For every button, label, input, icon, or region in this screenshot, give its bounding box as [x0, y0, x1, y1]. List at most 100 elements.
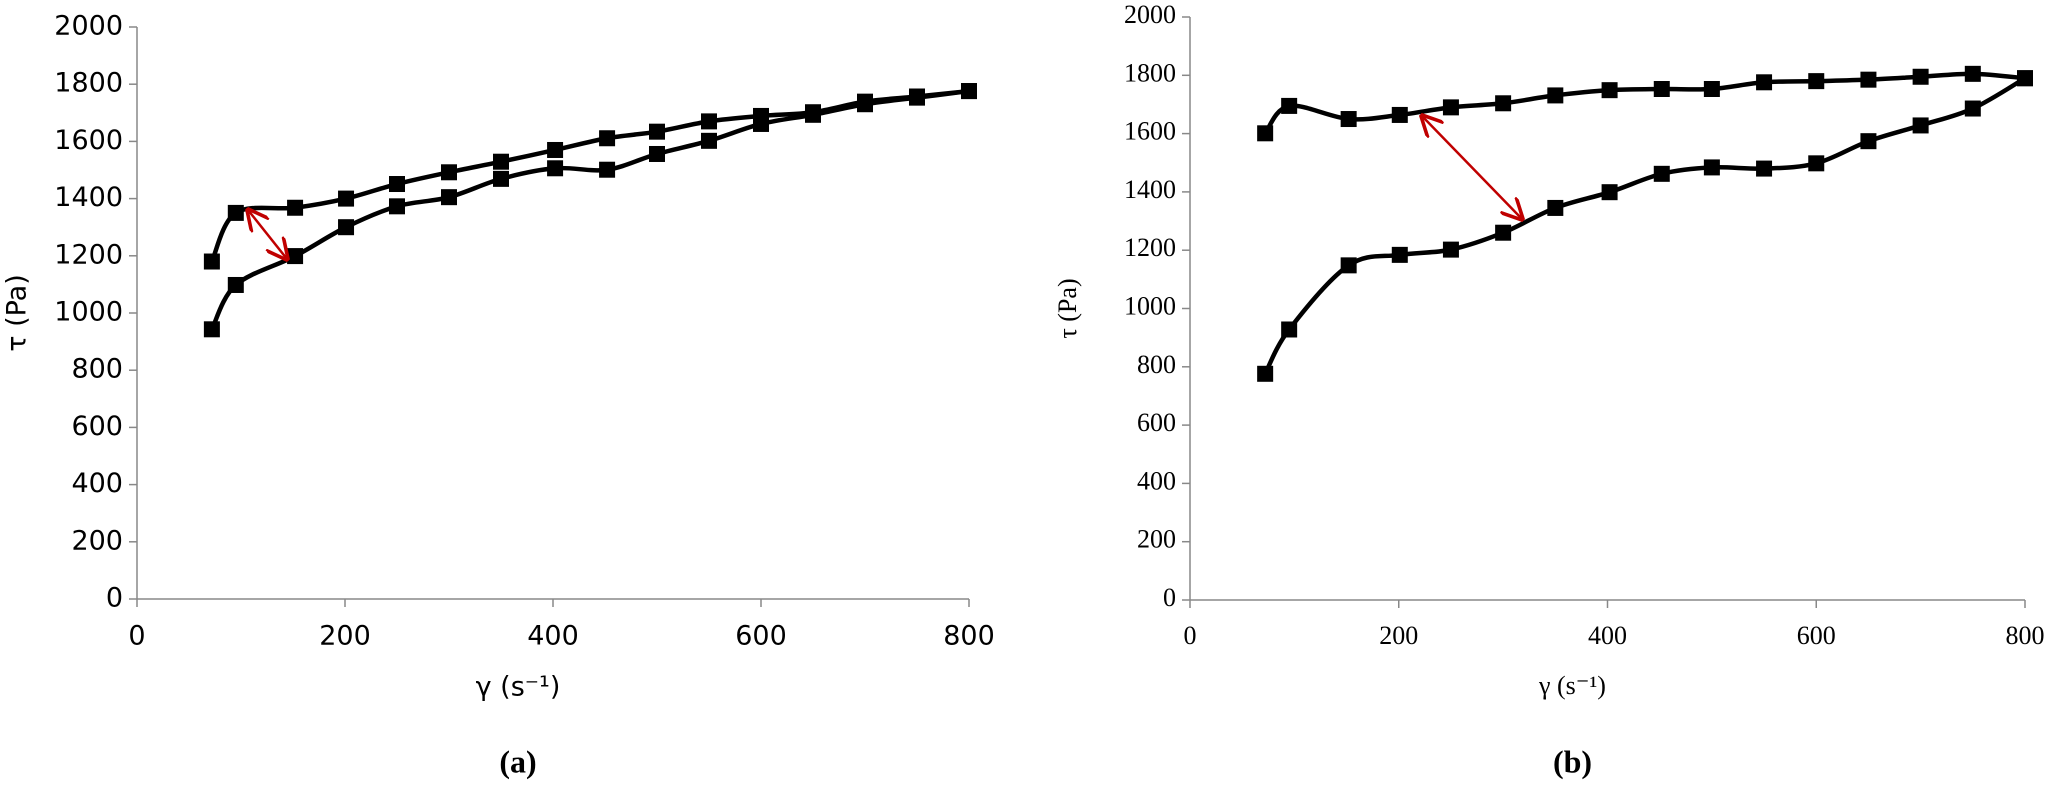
- point: [1912, 68, 1929, 85]
- point: [389, 176, 405, 193]
- point: [2017, 70, 2033, 87]
- point: [1703, 159, 1720, 176]
- point: [1964, 65, 1981, 82]
- x-tick-label: 0: [1184, 621, 1197, 650]
- point: [1281, 97, 1298, 114]
- y-tick-label: 800: [1137, 350, 1176, 379]
- point: [1653, 165, 1670, 182]
- point: [701, 132, 717, 149]
- y-tick-label: 400: [71, 468, 123, 499]
- point: [961, 83, 977, 100]
- point: [649, 123, 665, 140]
- point: [338, 190, 355, 207]
- point: [338, 219, 355, 236]
- point: [1601, 82, 1618, 99]
- point: [1601, 184, 1618, 201]
- y-tick-label: 0: [106, 583, 123, 614]
- point: [287, 199, 304, 216]
- y-tick-label: 600: [1137, 408, 1176, 437]
- point: [441, 164, 457, 181]
- x-tick-label: 400: [1588, 621, 1627, 650]
- y-axis-label: τ (Pa): [1053, 278, 1082, 338]
- y-tick-label: 0: [1163, 583, 1176, 612]
- y-tick-label: 400: [1137, 466, 1176, 495]
- point: [1391, 246, 1408, 263]
- x-axis-label: γ (s⁻¹): [476, 672, 561, 703]
- point: [1257, 125, 1274, 142]
- point: [227, 276, 244, 293]
- point: [857, 96, 873, 113]
- point: [227, 204, 244, 221]
- point: [389, 198, 405, 215]
- x-tick-label: 0: [128, 621, 145, 652]
- point: [1860, 133, 1877, 150]
- y-tick-label: 1600: [1124, 117, 1176, 146]
- x-tick-label: 400: [527, 621, 579, 652]
- point: [287, 248, 304, 265]
- y-tick-label: 1600: [54, 125, 123, 156]
- point: [493, 153, 509, 170]
- point: [1340, 111, 1357, 128]
- point: [547, 141, 564, 158]
- series-line: [209, 88, 970, 263]
- point: [1808, 155, 1825, 172]
- point: [1495, 224, 1512, 241]
- point: [203, 321, 220, 338]
- point: [1340, 257, 1357, 274]
- point: [1756, 160, 1773, 177]
- y-tick-label: 2000: [54, 11, 123, 42]
- point: [599, 130, 616, 147]
- point: [649, 145, 665, 162]
- point: [1653, 81, 1670, 98]
- point: [547, 160, 564, 177]
- point: [1808, 73, 1825, 90]
- point: [1257, 365, 1274, 382]
- y-axis-label: τ (Pa): [2, 274, 33, 352]
- point: [599, 161, 616, 178]
- point: [1964, 100, 1981, 117]
- point: [1703, 81, 1720, 98]
- point: [1860, 71, 1877, 88]
- x-axis-label: γ (s⁻¹): [1538, 671, 1606, 700]
- point: [1547, 199, 1564, 216]
- series-line: [209, 88, 970, 331]
- annotation-arrow: [248, 210, 287, 259]
- point: [805, 106, 821, 123]
- point: [1756, 74, 1773, 91]
- panel-label: (b): [1553, 743, 1592, 779]
- series-line: [1263, 71, 2026, 135]
- point: [1547, 87, 1564, 104]
- y-tick-label: 800: [71, 354, 123, 385]
- point: [909, 89, 925, 106]
- point: [441, 189, 457, 206]
- x-tick-label: 200: [1379, 621, 1418, 650]
- point: [493, 170, 509, 187]
- x-tick-label: 800: [2006, 621, 2045, 650]
- y-tick-label: 200: [71, 525, 123, 556]
- point: [1391, 106, 1408, 123]
- y-tick-label: 1200: [54, 239, 123, 270]
- point: [1281, 321, 1298, 338]
- x-tick-label: 200: [319, 621, 371, 652]
- panel-label: (a): [499, 743, 536, 779]
- point: [1442, 241, 1459, 258]
- y-tick-label: 1400: [54, 182, 123, 213]
- y-tick-label: 1800: [1124, 58, 1176, 87]
- point: [753, 115, 769, 132]
- point: [1912, 117, 1929, 134]
- y-tick-label: 200: [1137, 525, 1176, 554]
- annotation-arrow: [1422, 116, 1522, 219]
- point: [1442, 99, 1459, 116]
- point: [203, 253, 220, 270]
- point: [701, 113, 717, 130]
- chart-a: 0 200 400 600 800 1000 1200 1400 1600 1800 2000 0 20…: [2, 11, 995, 780]
- y-tick-label: 600: [71, 411, 123, 442]
- x-tick-label: 600: [1797, 621, 1836, 650]
- y-tick-label: 1400: [1124, 175, 1176, 204]
- y-tick-label: 1200: [1124, 233, 1176, 262]
- x-tick-label: 800: [943, 621, 995, 652]
- y-tick-label: 1000: [1124, 291, 1176, 320]
- y-tick-label: 2000: [1124, 0, 1176, 29]
- y-tick-label: 1800: [54, 68, 123, 99]
